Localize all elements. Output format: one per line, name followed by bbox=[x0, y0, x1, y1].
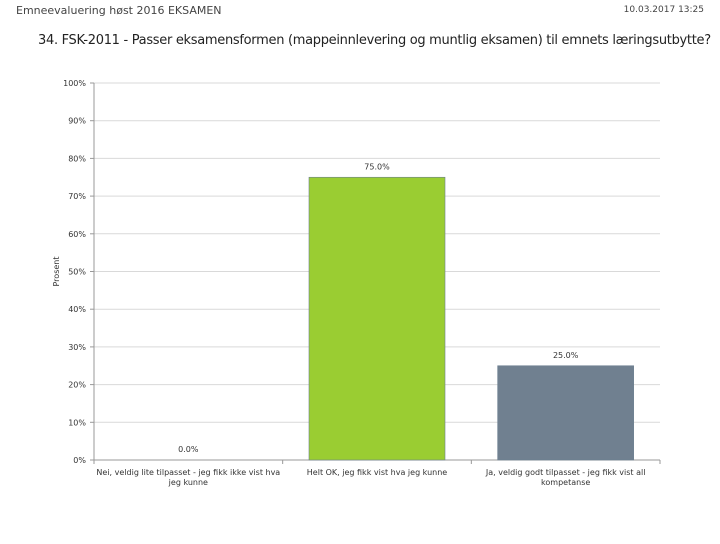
x-tick-label: Ja, veldig godt tilpasset - jeg fikk vis… bbox=[485, 468, 646, 477]
data-label: 75.0% bbox=[364, 162, 390, 171]
report-datetime: 10.03.2017 13:25 bbox=[623, 5, 704, 15]
x-tick-label: jeg kunne bbox=[168, 478, 208, 487]
y-tick-label: 30% bbox=[68, 343, 86, 352]
bar bbox=[308, 176, 446, 461]
y-tick-label: 50% bbox=[68, 268, 86, 277]
survey-title: Emneevaluering høst 2016 EKSAMEN bbox=[16, 4, 222, 17]
data-label: 25.0% bbox=[553, 351, 579, 360]
y-tick-label: 10% bbox=[68, 418, 86, 427]
bar bbox=[497, 365, 634, 461]
question-title: 34. FSK-2011 - Passer eksamensformen (ma… bbox=[38, 33, 711, 48]
y-tick-label: 100% bbox=[63, 79, 86, 88]
x-tick-label: Nei, veldig lite tilpasset - jeg fikk ik… bbox=[96, 468, 280, 477]
x-tick-label: kompetanse bbox=[541, 478, 590, 487]
y-tick-label: 0% bbox=[73, 456, 86, 465]
x-tick-label: Helt OK, jeg fikk vist hva jeg kunne bbox=[307, 468, 448, 477]
y-tick-label: 80% bbox=[68, 154, 86, 163]
y-tick-label: 60% bbox=[68, 230, 86, 239]
y-tick-label: 40% bbox=[68, 305, 86, 314]
y-tick-label: 70% bbox=[68, 192, 86, 201]
data-label: 0.0% bbox=[178, 445, 199, 454]
y-tick-label: 20% bbox=[68, 381, 86, 390]
y-axis-label: Prosent bbox=[52, 257, 61, 287]
y-tick-label: 90% bbox=[68, 117, 86, 126]
